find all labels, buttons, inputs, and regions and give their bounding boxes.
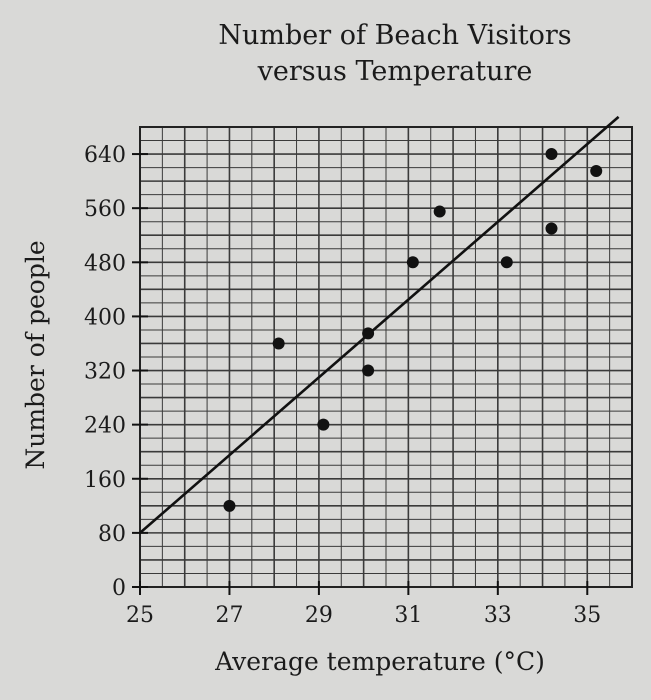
data-point [272, 337, 285, 350]
y-tick-label: 560 [84, 197, 126, 222]
data-point [545, 222, 558, 235]
data-point [362, 327, 375, 340]
y-tick-label: 400 [84, 305, 126, 330]
data-point [545, 148, 558, 161]
axes [132, 153, 589, 595]
x-tick-label: 29 [305, 603, 333, 628]
chart-title-line-2: versus Temperature [257, 56, 533, 87]
trend-line [139, 115, 620, 534]
chart-title: Number of Beach Visitors versus Temperat… [218, 20, 571, 87]
grid [139, 126, 633, 588]
x-axis-label: Average temperature (°C) [214, 647, 545, 676]
data-point [362, 364, 375, 377]
y-tick-label: 160 [84, 468, 126, 493]
x-tick-label: 33 [484, 603, 512, 628]
y-tick-label: 320 [84, 360, 126, 385]
x-tick-label: 27 [215, 603, 243, 628]
x-tick-label: 31 [394, 603, 422, 628]
y-tick-label: 240 [84, 414, 126, 439]
plot-frame [139, 126, 633, 588]
y-tick-label: 80 [98, 522, 126, 547]
trend-line-group [139, 115, 620, 534]
data-point [590, 164, 603, 177]
data-point [406, 256, 419, 269]
data-point [223, 499, 236, 512]
data-points [223, 148, 603, 512]
data-point [500, 256, 513, 269]
x-tick-label: 25 [126, 603, 154, 628]
data-point [433, 205, 446, 218]
y-tick-label: 480 [84, 251, 126, 276]
y-tick-label: 640 [84, 143, 126, 168]
y-tick-label: 0 [112, 576, 126, 601]
data-point [317, 418, 330, 431]
y-tick-labels: 0 80 160 240 320 400 480 560 640 [84, 143, 126, 601]
chart-title-line-1: Number of Beach Visitors [218, 20, 571, 51]
y-axis-label: Number of people [21, 240, 50, 469]
x-tick-labels: 25 27 29 31 33 35 [126, 603, 601, 628]
x-tick-label: 35 [573, 603, 601, 628]
